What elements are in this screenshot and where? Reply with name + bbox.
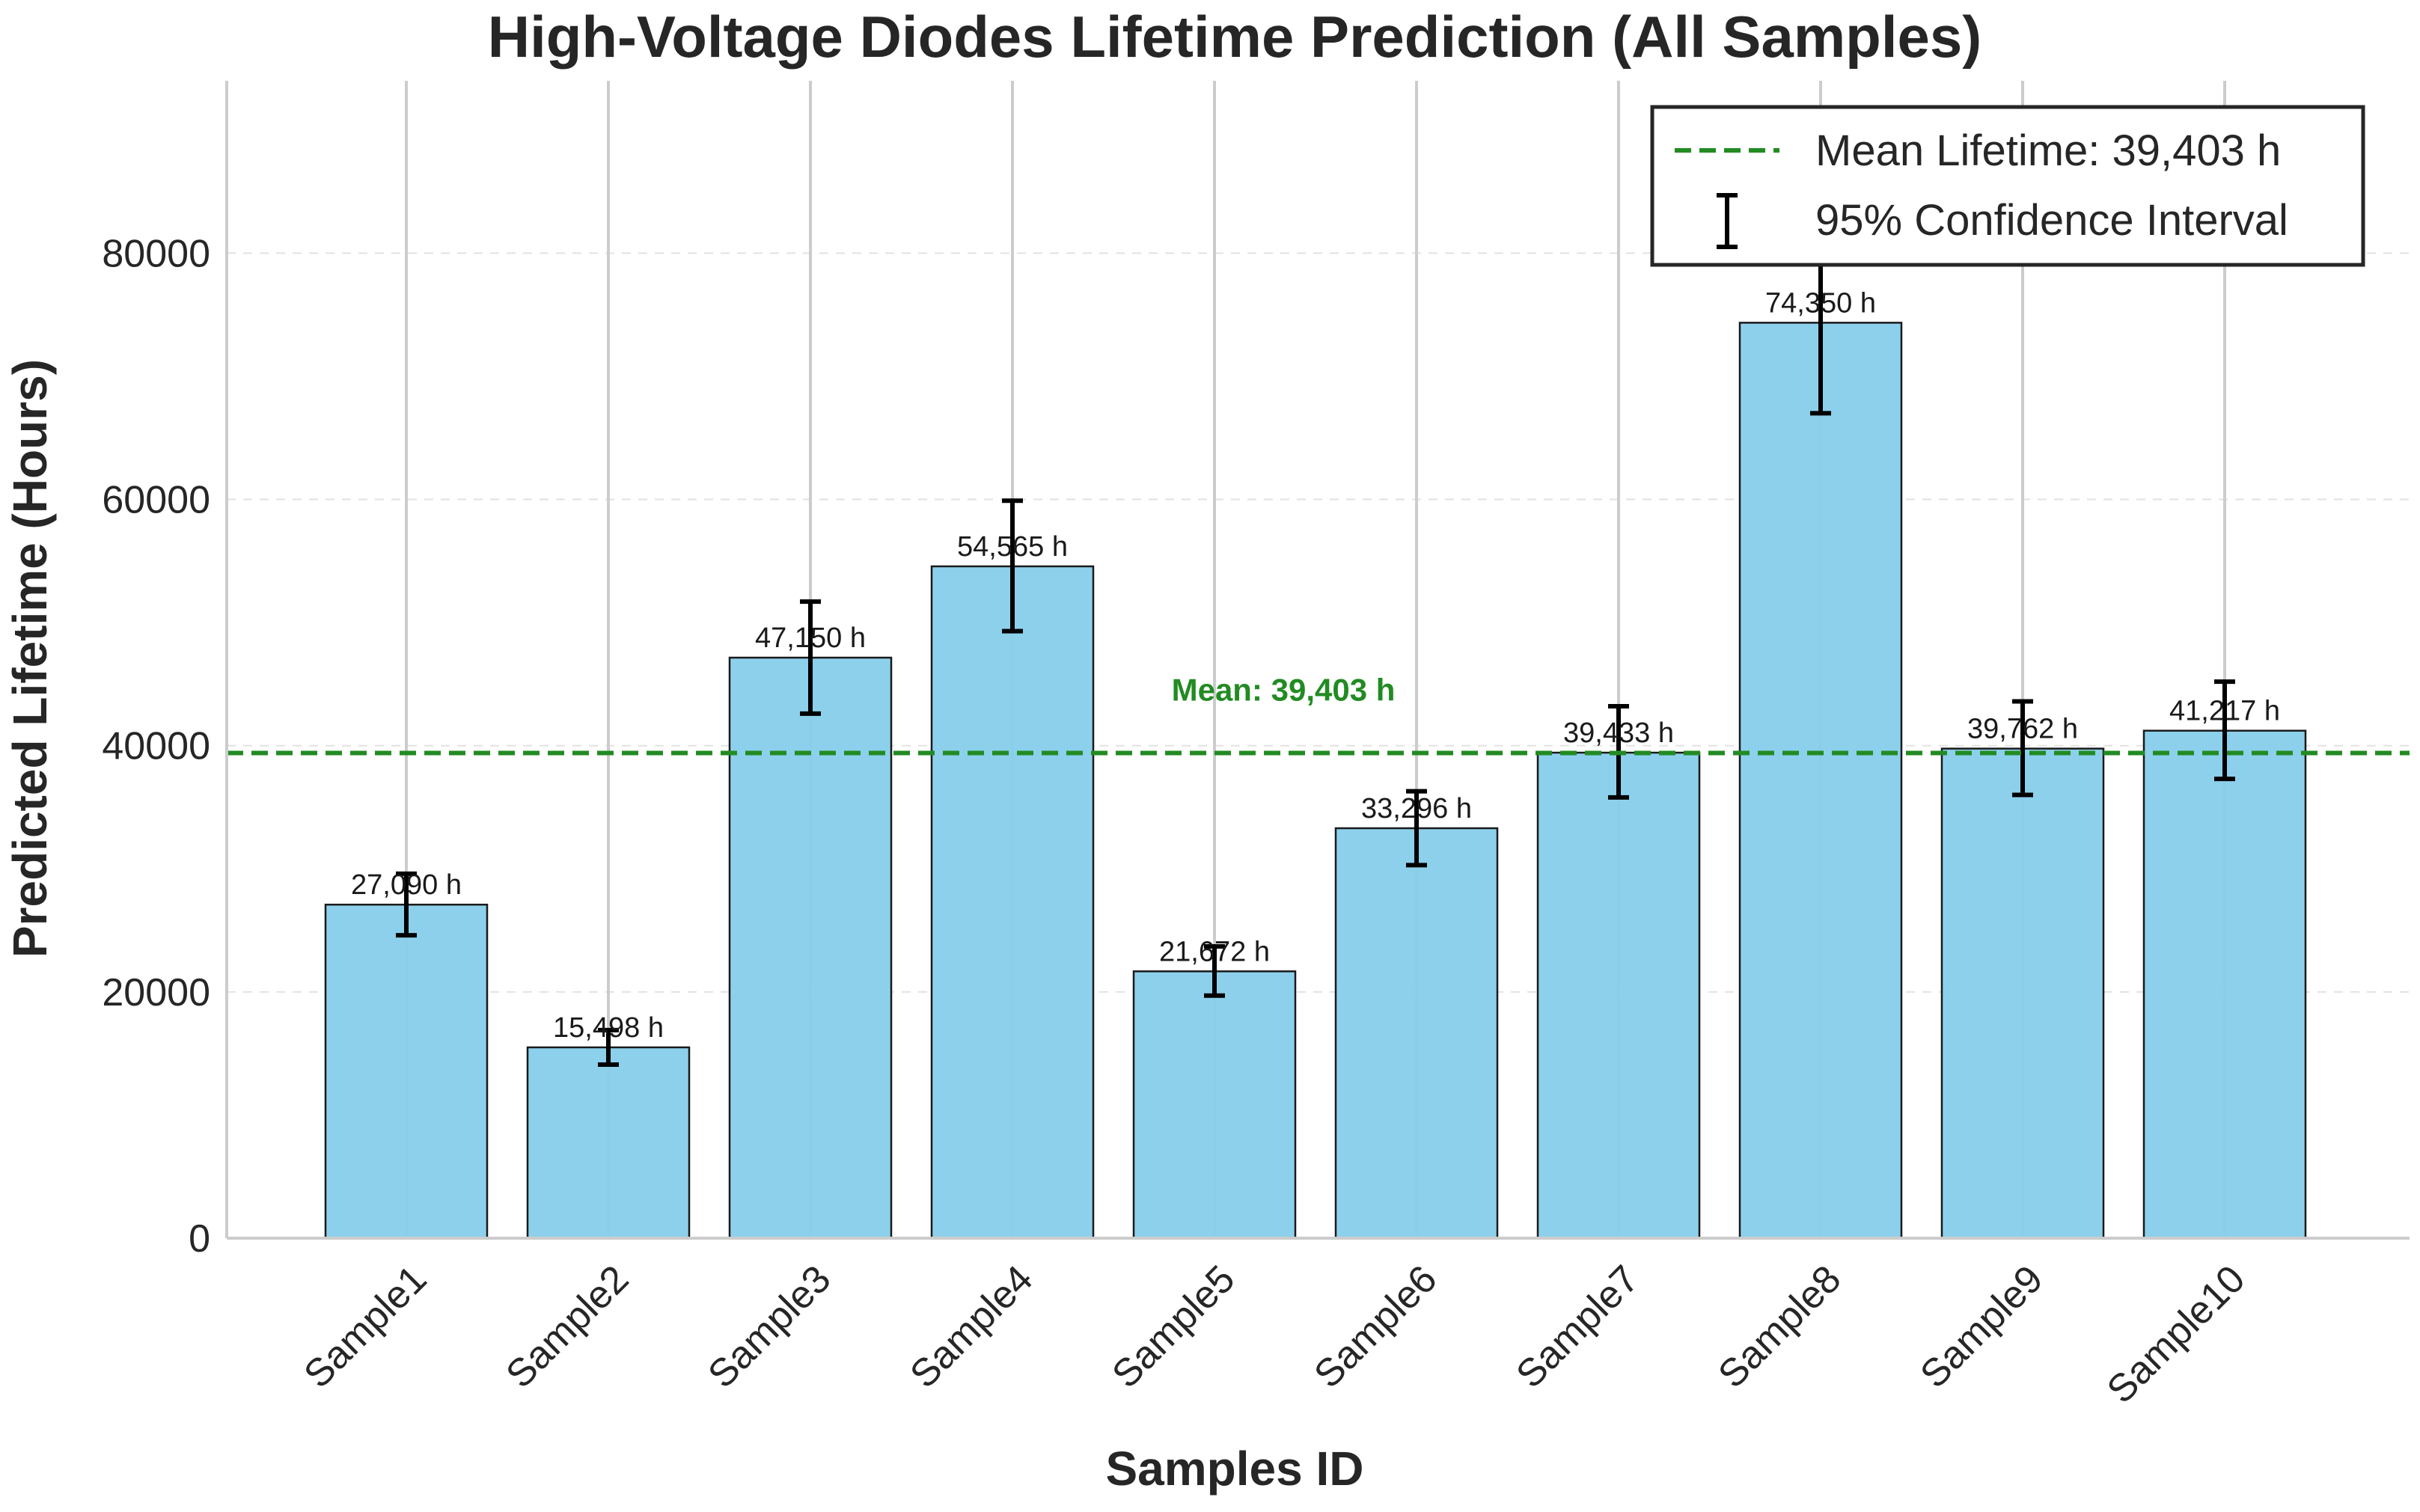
bar-value-label-4: 54,565 h: [957, 531, 1068, 563]
error-bar-sample3: [800, 599, 821, 716]
bar-value-label-8: 74,350 h: [1765, 287, 1876, 319]
error-bar-sample10: [2214, 679, 2235, 782]
legend-error-bar-swatch: [1717, 193, 1738, 249]
error-bar-sample5: [1204, 943, 1225, 998]
mean-layer: Mean: 39,403 h: [227, 673, 2410, 756]
bar-value-label-6: 33,296 h: [1361, 793, 1472, 824]
x-tick-label-1: Sample1: [296, 1257, 435, 1396]
bar-sample3: [728, 656, 893, 1240]
bar-value-label-2: 15,498 h: [553, 1012, 664, 1044]
x-tick-label-4: Sample4: [902, 1257, 1041, 1396]
y-axis-label: Predicted Lifetime (Hours): [3, 359, 57, 958]
bar-value-label-3: 47,150 h: [755, 622, 866, 654]
legend-ci-entry: 95% Confidence Interval: [1815, 196, 2288, 245]
x-tick-label-10: Sample10: [2099, 1257, 2254, 1412]
bar-sample10: [2142, 729, 2307, 1240]
y-tick-label-4: 80000: [102, 232, 210, 275]
error-bar-sample2: [598, 1027, 619, 1067]
y-tick-label-3: 60000: [102, 479, 210, 522]
bar-sample9: [1940, 747, 2105, 1240]
error-bar-sample9: [2012, 699, 2033, 798]
error-bars-layer: [396, 230, 2235, 1067]
bar-sample1: [324, 903, 489, 1240]
y-ticks-layer: 0 20000 40000 60000 80000: [102, 232, 210, 1261]
y-tick-label-0: 0: [189, 1217, 210, 1261]
x-tick-label-5: Sample5: [1104, 1257, 1243, 1396]
error-bar-sample1: [396, 871, 417, 938]
error-bar-sample4: [1002, 498, 1023, 634]
bar-sample6: [1334, 827, 1499, 1240]
bar-sample8: [1738, 322, 1903, 1240]
bar-value-label-9: 39,762 h: [1967, 714, 2078, 745]
chart-title: High-Voltage Diodes Lifetime Prediction …: [488, 4, 1982, 70]
x-tick-label-3: Sample3: [700, 1257, 839, 1396]
bar-sample5: [1132, 970, 1297, 1240]
y-tick-label-1: 20000: [102, 971, 210, 1014]
y-tick-label-2: 40000: [102, 725, 210, 768]
legend-mean-entry: Mean Lifetime: 39,403 h: [1815, 126, 2281, 175]
bar-value-label-1: 27,090 h: [351, 869, 462, 901]
x-tick-label-8: Sample8: [1710, 1257, 1849, 1396]
x-tick-label-2: Sample2: [498, 1257, 637, 1396]
bar-value-label-7: 39,433 h: [1563, 717, 1674, 749]
mean-label: Mean: 39,403 h: [1172, 673, 1396, 708]
x-ticks-layer: Sample1 Sample2 Sample3 Sample4 Sample5 Sampl…: [296, 1257, 2253, 1412]
bars-layer: [324, 322, 2307, 1240]
x-tick-label-9: Sample9: [1912, 1257, 2051, 1396]
axes-layer: [225, 81, 2410, 1240]
bar-value-label-5: 21,672 h: [1159, 936, 1270, 967]
bar-labels-layer: 27,090 h 15,498 h 47,150 h 54,565 h 21,672 h…: [351, 287, 2280, 1044]
x-tick-label-7: Sample7: [1508, 1257, 1647, 1396]
x-tick-label-6: Sample6: [1306, 1257, 1445, 1396]
bar-sample2: [526, 1046, 691, 1240]
x-axis-label: Samples ID: [1105, 1442, 1363, 1496]
bar-sample7: [1536, 751, 1701, 1240]
bar-value-label-10: 41,217 h: [2169, 696, 2280, 727]
bar-sample4: [930, 565, 1095, 1240]
error-bar-sample6: [1406, 789, 1427, 868]
legend: Mean Lifetime: 39,403 h 95% Confidence I…: [1650, 105, 2365, 267]
legend-box: [1650, 105, 2365, 267]
